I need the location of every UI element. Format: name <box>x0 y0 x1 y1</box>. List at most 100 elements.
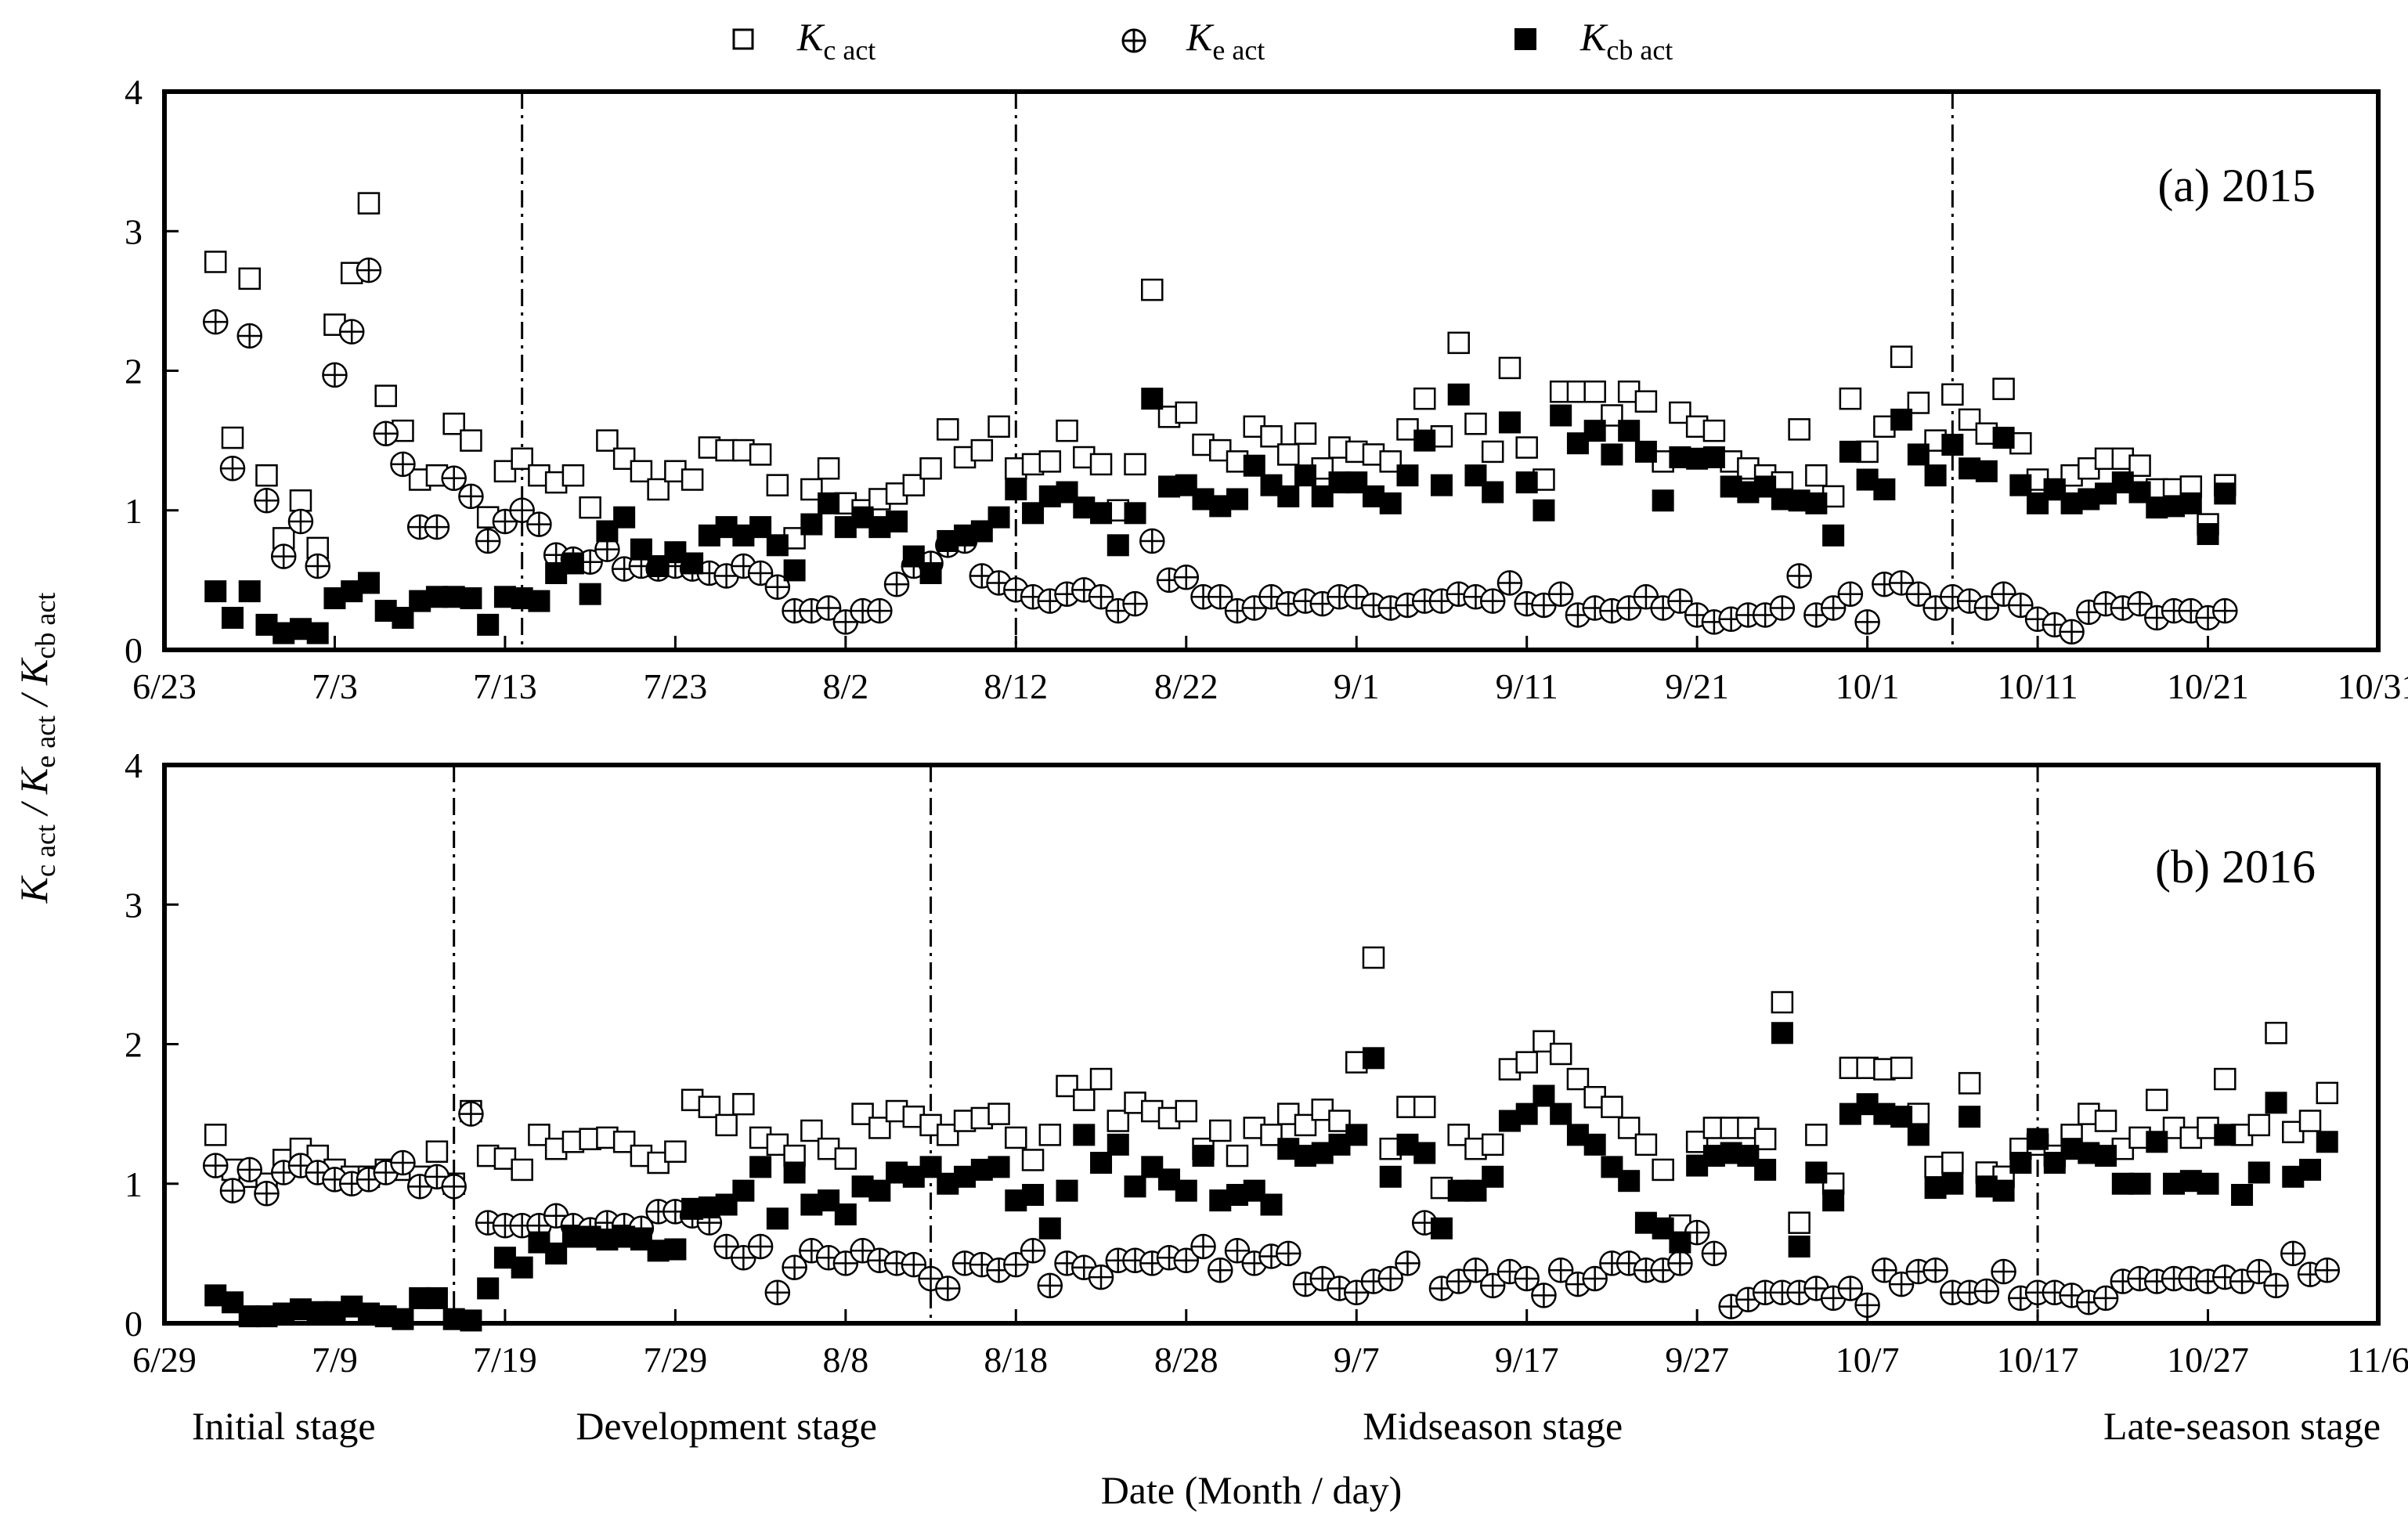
ke-act-point <box>1769 595 1796 621</box>
stage-label: Midseason stage <box>1363 1404 1623 1448</box>
ke-act-point <box>441 1174 467 1200</box>
ke-act-point <box>2280 1240 2306 1267</box>
ke-act-point <box>1088 584 1114 610</box>
kcb-act-point <box>1941 1172 1964 1195</box>
kcb-act-point <box>204 580 227 603</box>
x-tick-label: 7/19 <box>473 1340 537 1380</box>
ke-act-point <box>747 560 774 586</box>
ke-act-point <box>2246 1258 2273 1285</box>
kcb-act-point <box>800 513 823 536</box>
kcb-act-point <box>2197 1172 2219 1195</box>
x-axis-title: Date (Month / day) <box>1101 1468 1403 1512</box>
kcb-act-point <box>2197 523 2219 546</box>
kc-act-point <box>561 464 585 487</box>
kc-act-point <box>255 464 278 487</box>
kcb-act-point <box>1515 471 1538 494</box>
kcb-act-point <box>2128 1172 2151 1195</box>
kc-act-point <box>2265 1021 2287 1045</box>
kc-act-point <box>1788 1211 1811 1234</box>
x-tick-label: 11/6 <box>2347 1340 2408 1380</box>
ke-act-point <box>1905 581 1932 607</box>
y-tick-label: 2 <box>125 1025 143 1065</box>
kc-act-point <box>238 267 261 290</box>
kc-act-point <box>1890 345 1913 368</box>
kcb-act-point <box>1447 383 1470 406</box>
kcb-act-point <box>511 1256 533 1279</box>
x-tick-label: 9/1 <box>1334 666 1380 706</box>
kcb-act-point <box>477 613 500 636</box>
kcb-act-point <box>2214 1124 2237 1146</box>
kc-act-point <box>1260 425 1283 448</box>
kc-act-point <box>1175 401 1198 424</box>
ke-act-point <box>1667 1250 1693 1276</box>
kcb-act-point <box>783 1161 806 1184</box>
kcb-act-point <box>1583 1133 1606 1156</box>
ke-act-point <box>1991 1258 2016 1285</box>
ke-act-point <box>1479 588 1506 614</box>
kcb-act-point <box>1941 433 1964 456</box>
kc-act-point <box>2247 1113 2271 1137</box>
kcb-act-point <box>1430 1217 1453 1240</box>
stage-label: Development stage <box>576 1404 877 1448</box>
ke-act-point <box>867 597 893 624</box>
ke-act-point <box>1377 1265 1403 1292</box>
x-tick-label: 10/7 <box>1836 1340 1900 1380</box>
kc-act-point <box>374 384 397 407</box>
kc-act-point <box>987 1102 1010 1125</box>
ke-act-point <box>1208 1258 1233 1283</box>
ke-act-point <box>2263 1272 2289 1299</box>
kcb-act-point <box>2247 1161 2270 1184</box>
kc-act-point <box>1481 440 1504 464</box>
kcb-act-point <box>561 552 584 575</box>
kcb-act-point <box>732 1179 755 1202</box>
ke-act-point <box>1275 1240 1301 1267</box>
kc-act-point <box>766 474 789 496</box>
y-tick-label: 2 <box>125 352 143 392</box>
kcb-act-point <box>834 1203 857 1225</box>
ke-act-point <box>509 497 535 523</box>
kcb-act-point <box>1379 492 1402 514</box>
x-tick-label: 9/7 <box>1334 1340 1380 1380</box>
x-tick-label: 9/17 <box>1495 1340 1559 1380</box>
ke-act-point <box>1479 1272 1506 1299</box>
kcb-act-point <box>1396 464 1419 487</box>
x-tick-label: 10/31 <box>2338 666 2408 706</box>
ke-act-point <box>1139 528 1165 554</box>
ke-act-point <box>1854 609 1880 635</box>
kcb-act-point <box>987 1156 1010 1178</box>
kcb-act-point <box>1805 492 1828 514</box>
legend-label-kcb: Kcb act <box>1579 15 1673 66</box>
panel-2016: 0 1 2 3 4 6/29 7/9 7/19 7/29 8/8 8/18 8/28 9/7 9/17 9/… <box>125 745 2408 1448</box>
ke-act-point <box>1854 1292 1880 1319</box>
ke-act-point <box>305 553 330 579</box>
kc-act-point <box>460 429 482 452</box>
ke-act-point <box>1496 570 1523 596</box>
ke-act-point <box>526 511 552 537</box>
x-tick-label: 7/29 <box>643 1340 707 1380</box>
ke-act-point <box>1820 595 1847 621</box>
kc-act-point <box>1634 390 1658 413</box>
kc-act-point <box>1294 422 1317 445</box>
ke-act-point <box>390 1149 416 1176</box>
kc-act-point <box>612 447 636 471</box>
kc-act-point <box>1464 412 1487 435</box>
kc-act-point <box>800 1119 823 1142</box>
ke-act-point <box>492 508 518 535</box>
kc-act-point <box>1788 418 1811 441</box>
kcb-act-point <box>1583 420 1606 442</box>
ke-act-point <box>475 528 501 554</box>
legend-item-kc: Kc act <box>732 15 875 66</box>
ke-act-point <box>1973 595 2000 621</box>
ke-act-point <box>1088 1264 1114 1290</box>
kcb-act-point <box>613 506 636 529</box>
kc-act-point <box>1276 443 1300 466</box>
plot-frame <box>162 89 2381 652</box>
ke-act-point <box>2008 592 2034 619</box>
kc-act-point <box>817 457 840 480</box>
ke-act-point <box>373 420 399 446</box>
ke-act-point <box>1837 581 1864 607</box>
kc-act-point <box>2316 1081 2339 1105</box>
ke-act-point <box>219 456 246 482</box>
ke-act-point <box>901 1251 927 1278</box>
